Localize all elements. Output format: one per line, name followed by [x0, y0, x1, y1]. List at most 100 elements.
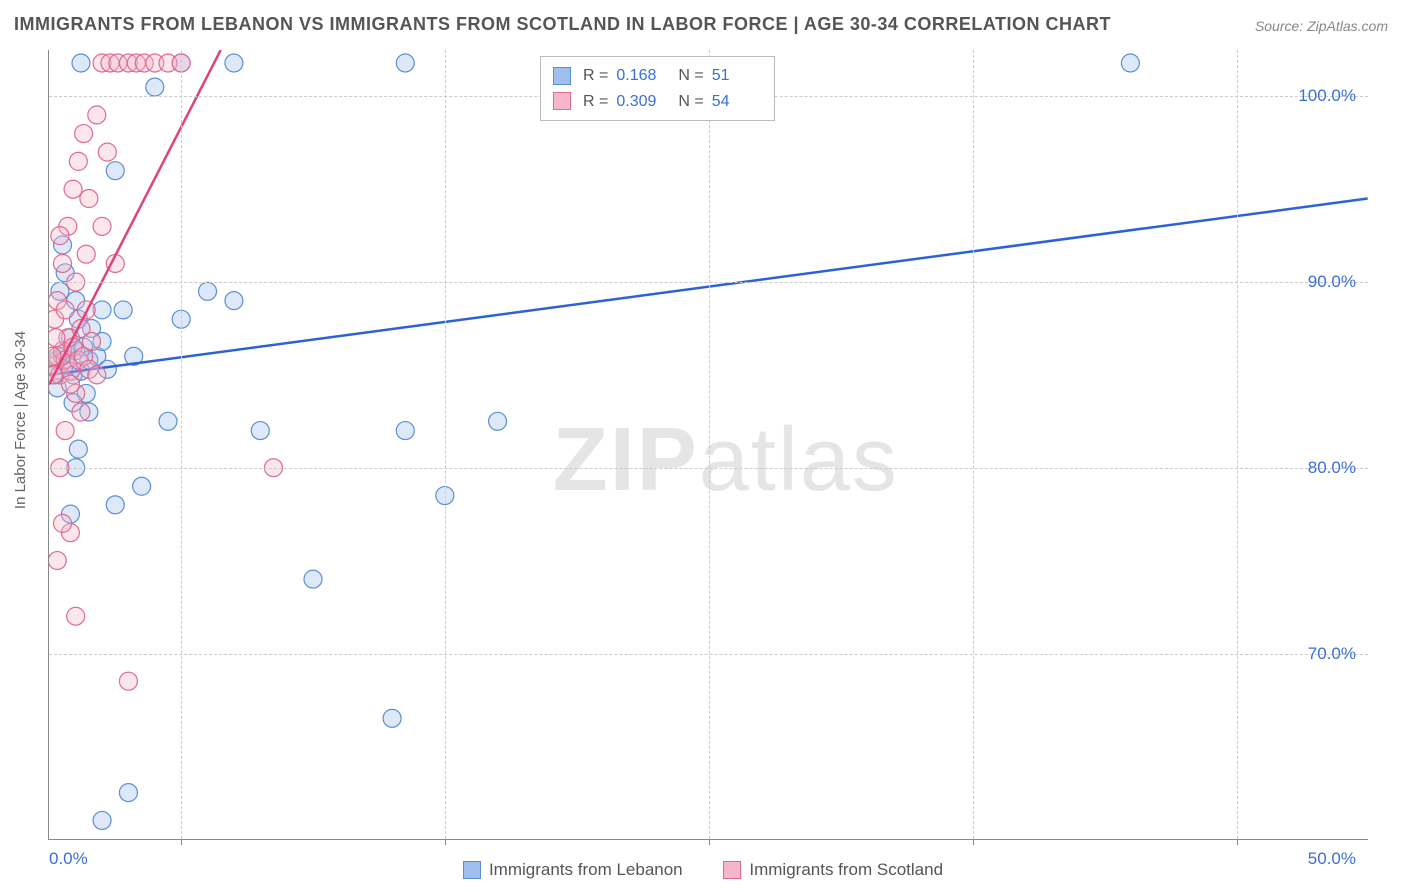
x-tick-mark — [709, 839, 710, 845]
watermark: ZIPatlas — [553, 408, 899, 511]
scatter-point — [72, 54, 90, 72]
scatter-point — [77, 245, 95, 263]
scatter-point — [59, 357, 77, 375]
chart-title: IMMIGRANTS FROM LEBANON VS IMMIGRANTS FR… — [14, 14, 1111, 35]
scatter-point — [93, 332, 111, 350]
gridline-v — [1237, 50, 1238, 839]
scatter-point — [51, 227, 69, 245]
scatter-point — [72, 319, 90, 337]
scatter-point — [489, 412, 507, 430]
scatter-point — [75, 125, 93, 143]
swatch-lebanon — [553, 67, 571, 85]
scatter-point — [51, 282, 69, 300]
scatter-point — [106, 496, 124, 514]
scatter-point — [49, 347, 66, 365]
scatter-point — [93, 811, 111, 829]
legend-label-lebanon: Immigrants from Lebanon — [489, 860, 683, 880]
scatter-point — [69, 440, 87, 458]
scatter-point — [69, 152, 87, 170]
y-tick-label: 90.0% — [1308, 272, 1356, 292]
scatter-point — [72, 403, 90, 421]
trend-line — [49, 50, 220, 384]
scatter-point — [225, 292, 243, 310]
scatter-point — [396, 422, 414, 440]
scatter-point — [49, 292, 66, 310]
n-label: N = — [678, 63, 703, 89]
scatter-point — [88, 347, 106, 365]
scatter-point — [98, 360, 116, 378]
scatter-point — [77, 384, 95, 402]
scatter-point — [51, 366, 69, 384]
scatter-point — [396, 54, 414, 72]
scatter-point — [109, 54, 127, 72]
swatch-scotland — [723, 861, 741, 879]
x-tick-mark — [973, 839, 974, 845]
n-value-lebanon: 51 — [712, 63, 762, 89]
scatter-point — [49, 379, 66, 397]
scatter-point — [59, 329, 77, 347]
gridline-v — [445, 50, 446, 839]
scatter-point — [69, 351, 87, 369]
scatter-point — [64, 394, 82, 412]
scatter-point — [159, 412, 177, 430]
scatter-point — [67, 342, 85, 360]
x-tick-mark — [445, 839, 446, 845]
scatter-point — [119, 672, 137, 690]
scatter-point — [67, 384, 85, 402]
scatter-point — [49, 329, 65, 347]
scatter-point — [64, 338, 82, 356]
scatter-point — [83, 319, 101, 337]
scatter-point — [127, 54, 145, 72]
scatter-point — [135, 54, 153, 72]
plot-area: ZIPatlas 0.0% 50.0% 70.0%80.0%90.0%100.0… — [48, 50, 1368, 840]
scatter-point — [54, 255, 72, 273]
scatter-point — [54, 347, 72, 365]
scatter-point — [383, 709, 401, 727]
legend-label-scotland: Immigrants from Scotland — [749, 860, 943, 880]
scatter-point — [119, 784, 137, 802]
scatter-point — [67, 607, 85, 625]
scatter-point — [56, 264, 74, 282]
source-attribution: Source: ZipAtlas.com — [1255, 18, 1388, 34]
scatter-point — [88, 366, 106, 384]
n-value-scotland: 54 — [712, 89, 762, 115]
scatter-point — [1121, 54, 1139, 72]
scatter-point — [146, 54, 164, 72]
scatter-point — [304, 570, 322, 588]
swatch-lebanon — [463, 861, 481, 879]
scatter-point — [77, 301, 95, 319]
gridline-v — [181, 50, 182, 839]
y-tick-label: 80.0% — [1308, 458, 1356, 478]
scatter-point — [93, 301, 111, 319]
scatter-point — [61, 505, 79, 523]
y-axis-label: In Labor Force | Age 30-34 — [12, 331, 29, 509]
x-tick-mark — [181, 839, 182, 845]
scatter-point — [61, 362, 79, 380]
scatter-point — [114, 301, 132, 319]
scatter-point — [106, 255, 124, 273]
n-label: N = — [678, 89, 703, 115]
scatter-point — [49, 366, 64, 384]
legend-row-scotland: R = 0.309 N = 54 — [553, 89, 762, 115]
scatter-point — [72, 362, 90, 380]
legend-row-lebanon: R = 0.168 N = 51 — [553, 63, 762, 89]
scatter-point — [101, 54, 119, 72]
series-legend: Immigrants from Lebanon Immigrants from … — [0, 860, 1406, 892]
scatter-point — [56, 422, 74, 440]
swatch-scotland — [553, 92, 571, 110]
r-value-scotland: 0.309 — [616, 89, 666, 115]
gridline-v — [709, 50, 710, 839]
scatter-point — [80, 360, 98, 378]
legend-item-lebanon: Immigrants from Lebanon — [463, 860, 683, 880]
x-tick-mark — [1237, 839, 1238, 845]
scatter-point — [119, 54, 137, 72]
scatter-point — [80, 351, 98, 369]
scatter-point — [159, 54, 177, 72]
chart-container: IMMIGRANTS FROM LEBANON VS IMMIGRANTS FR… — [0, 0, 1406, 892]
scatter-point — [75, 338, 93, 356]
correlation-legend: R = 0.168 N = 51 R = 0.309 N = 54 — [540, 56, 775, 121]
scatter-point — [56, 301, 74, 319]
scatter-point — [49, 347, 61, 365]
scatter-point — [106, 162, 124, 180]
scatter-point — [67, 292, 85, 310]
